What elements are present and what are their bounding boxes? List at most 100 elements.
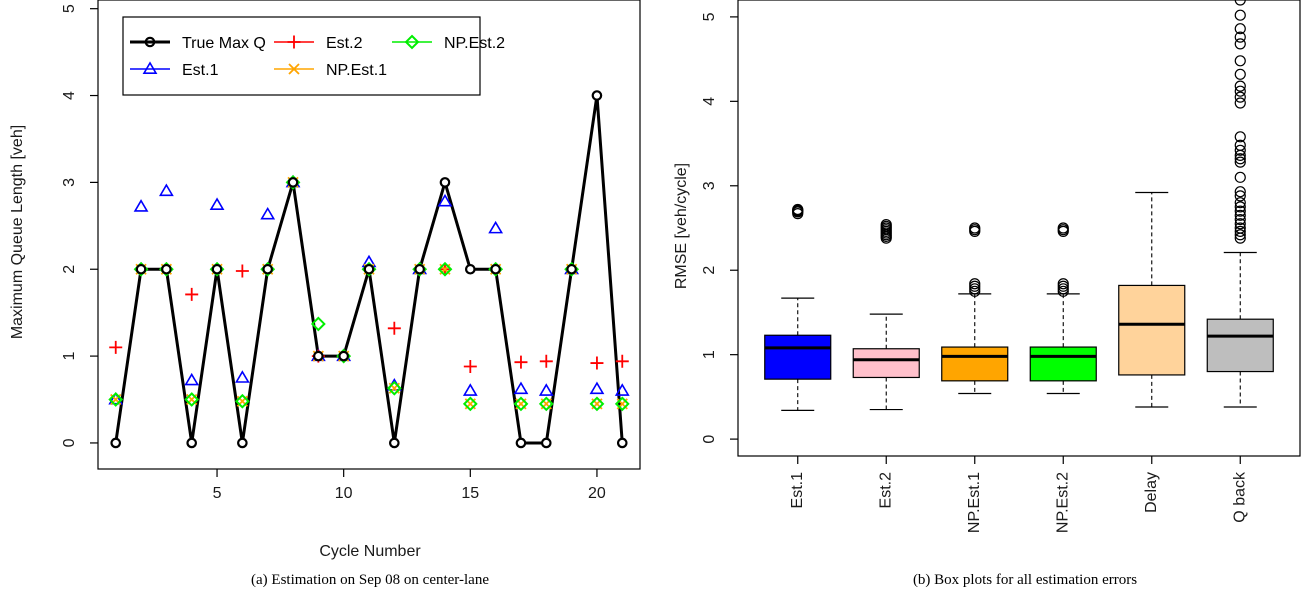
- box-delay-body: [1118, 284, 1186, 376]
- x-tick-label: Est.2: [877, 472, 894, 509]
- point-true-max-q: [313, 350, 324, 362]
- box-q-back-outlier: [1234, 91, 1246, 103]
- box-np-est-1-outlier: [969, 280, 981, 292]
- point-true-max-q: [465, 263, 476, 275]
- box-q-back-outlier: [1234, 218, 1246, 230]
- point-est-2: [514, 355, 528, 369]
- y-tick-label: 5: [61, 4, 78, 13]
- y-tick-label: 4: [61, 91, 78, 100]
- point-true-max-q: [490, 263, 501, 275]
- y-tick-label: 4: [701, 97, 718, 106]
- point-est-1: [589, 381, 605, 395]
- chart-b-y-axis: 0 1 2 3 4 5: [701, 12, 738, 444]
- legend-np-est-2-marker: [404, 34, 420, 50]
- box-q-back-outlier: [1234, 213, 1246, 226]
- x-tick-label: Delay: [1143, 472, 1160, 513]
- point-est-1: [234, 370, 250, 383]
- chart-a-plot-frame: [97, 0, 641, 470]
- x-tick-label: Q back: [1231, 471, 1248, 523]
- point-np-est-2: [538, 396, 554, 412]
- box-q-back-outlier: [1234, 9, 1246, 21]
- point-est-1: [437, 193, 453, 207]
- point-true-max-q: [591, 90, 603, 101]
- y-tick-label: 1: [701, 350, 718, 359]
- legend-true-max-q-marker: [144, 36, 156, 48]
- box-q-back-outlier: [1234, 156, 1246, 168]
- box-q-back-outlier: [1234, 23, 1246, 35]
- x-tick-label: 20: [588, 485, 606, 502]
- box-q-back-outlier: [1234, 153, 1246, 165]
- box-est-1-body: [764, 334, 832, 380]
- box-np-est-2-body: [1029, 346, 1097, 382]
- legend-est-2-marker: [287, 35, 301, 49]
- y-tick-label: 2: [61, 265, 78, 274]
- box-q-back-outlier: [1234, 144, 1246, 156]
- point-est-2: [539, 354, 553, 368]
- point-est-2: [109, 340, 123, 354]
- box-q-back-outlier: [1234, 0, 1246, 6]
- box-np-est-1-outlier: [969, 283, 981, 295]
- box-q-back-outlier: [1234, 68, 1246, 80]
- x-tick-label: 10: [335, 485, 353, 502]
- box-np-est-2-outlier: [1057, 278, 1069, 290]
- chart-a-x-axis: 5 10 15 20: [213, 469, 606, 502]
- point-est-2: [235, 264, 249, 278]
- y-tick-label: 1: [61, 352, 78, 361]
- point-est-1: [209, 197, 225, 210]
- box-q-back-outlier: [1234, 201, 1246, 213]
- box-q-back-outlier: [1234, 171, 1246, 183]
- box-np-est-1-outlier: [969, 285, 981, 297]
- chart-b-caption: (b) Box plots for all estimation errors: [913, 572, 1137, 588]
- chart-b-y-axis-label: RMSE [veh/cycle]: [673, 163, 690, 289]
- box-q-back-outlier: [1234, 31, 1246, 43]
- point-np-est-2: [437, 261, 453, 277]
- box-q-back-outlier: [1234, 209, 1246, 221]
- chart-a-legend: True Max Q Est.1 Est.2 NP.Est.1 NP.Est.2: [122, 16, 505, 96]
- point-true-max-q: [515, 437, 527, 449]
- point-true-max-q: [135, 263, 147, 275]
- box-np-est-2-outlier: [1057, 283, 1069, 295]
- box-q-back-outlier: [1234, 97, 1246, 109]
- chart-a-y-axis: 0 1 2 3 4 5: [61, 4, 98, 447]
- y-tick-label: 0: [61, 438, 78, 447]
- y-tick-label: 2: [701, 266, 718, 275]
- point-true-max-q: [287, 177, 299, 188]
- point-true-max-q: [161, 263, 172, 275]
- chart-b: 0 1 2 3 4 5 Est.1 Est.2 NP.Est.1 NP.Est.2 Delay Q …: [673, 0, 1301, 588]
- point-est-1: [108, 391, 124, 405]
- box-q-back-outlier: [1234, 80, 1246, 92]
- point-np-est-2: [234, 393, 250, 409]
- point-np-est-2: [310, 316, 326, 332]
- point-true-max-q: [237, 437, 248, 449]
- box-q-back-outlier: [1234, 139, 1246, 151]
- point-np-est-2: [614, 396, 630, 412]
- legend-np-est-1-label: NP.Est.1: [326, 62, 387, 79]
- x-tick-label: NP.Est.2: [1054, 472, 1071, 533]
- point-est-1: [184, 372, 200, 386]
- chart-a-caption: (a) Estimation on Sep 08 on center-lane: [251, 572, 489, 588]
- point-np-est-2: [462, 396, 478, 412]
- box-q-back-outlier: [1234, 190, 1246, 202]
- point-true-max-q: [540, 437, 552, 449]
- chart-b-x-axis: Est.1 Est.2 NP.Est.1 NP.Est.2 Delay Q back: [789, 456, 1248, 533]
- box-q-back-outlier: [1234, 197, 1246, 209]
- box-q-back-outlier: [1234, 55, 1246, 67]
- point-est-1: [158, 183, 174, 197]
- box-est-2-outlier: [880, 219, 892, 231]
- box-q-back-outlier: [1234, 38, 1246, 50]
- point-est-1: [260, 206, 276, 220]
- point-est-2: [387, 321, 401, 335]
- box-np-est-2-outlier: [1057, 222, 1069, 234]
- legend-est-1-marker: [142, 61, 158, 74]
- box-np-est-1-body: [941, 346, 1009, 382]
- point-est-2: [463, 360, 477, 374]
- point-est-1: [488, 220, 504, 234]
- point-np-est-2: [184, 392, 200, 407]
- chart-a: 0 1 2 3 4 5 5 10 15 20 Maximum Queue Length [veh…: [9, 0, 641, 588]
- box-np-est-2-outlier: [1057, 280, 1069, 292]
- point-est-2: [615, 354, 629, 368]
- point-est-1: [462, 383, 478, 396]
- point-est-1: [513, 381, 529, 395]
- chart-b-plot-frame: [737, 0, 1301, 457]
